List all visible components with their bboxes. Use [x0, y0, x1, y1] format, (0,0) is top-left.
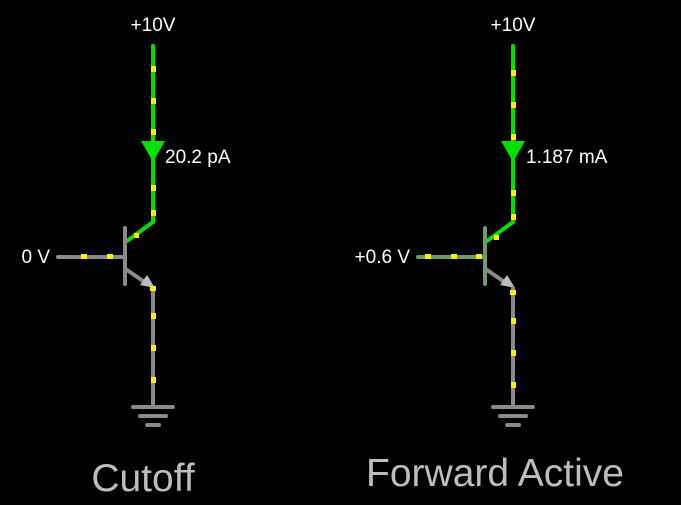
supply-label: +10V [131, 15, 176, 36]
current-dot [151, 377, 156, 383]
emitter-arrow-icon [500, 275, 515, 288]
base-voltage-label: +0.6 V [355, 247, 411, 268]
mode-caption: Forward Active [366, 452, 624, 495]
current-dot [451, 254, 457, 259]
collector-lead [485, 220, 515, 243]
ground-icon [131, 405, 175, 427]
current-dot [107, 254, 113, 259]
current-dot [511, 382, 516, 388]
current-dot [151, 210, 156, 216]
current-dot [81, 254, 87, 259]
mode-caption: Cutoff [91, 457, 195, 500]
collector-lead [125, 220, 155, 243]
current-dot [425, 254, 431, 259]
current-dot [510, 290, 516, 295]
current-dot [151, 185, 156, 191]
current-dot [494, 235, 499, 240]
current-dot [511, 350, 516, 356]
current-dot [134, 233, 139, 238]
ground-icon [491, 405, 535, 427]
current-dot [511, 318, 516, 324]
current-dots [425, 70, 516, 388]
current-label: 1.187 mA [526, 147, 608, 168]
current-arrow-icon [501, 141, 525, 162]
current-dot [511, 190, 516, 196]
base-voltage-label: 0 V [21, 247, 50, 268]
current-dot [511, 134, 516, 140]
current-label: 20.2 pA [165, 147, 231, 168]
current-dot [151, 129, 156, 135]
current-dot [476, 254, 482, 259]
circuit-cutoff: +10V 20.2 pA 0 V [21, 15, 230, 500]
emitter-arrow-icon [140, 275, 155, 288]
emitter-lead [125, 268, 148, 285]
circuit-forward-active: +10V 1.187 mA +0.6 V [355, 15, 624, 495]
current-dot [151, 345, 156, 351]
current-dot [511, 102, 516, 108]
supply-label: +10V [491, 15, 536, 36]
current-dot [151, 66, 156, 72]
current-dot [151, 98, 156, 104]
current-dot [511, 70, 516, 76]
current-dot [151, 313, 156, 319]
current-dot [150, 286, 156, 291]
current-dot [511, 214, 516, 220]
current-arrow-icon [141, 141, 165, 162]
emitter-lead [485, 268, 508, 285]
current-dots [81, 66, 156, 383]
